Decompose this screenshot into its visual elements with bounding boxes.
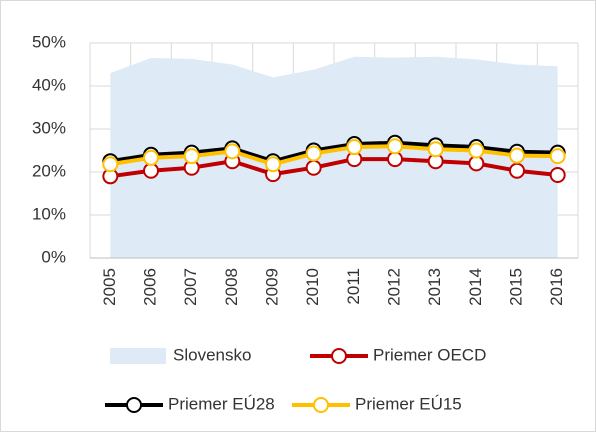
marker [183, 148, 200, 165]
marker [224, 143, 241, 160]
legend-label: Priemer EÚ28 [168, 394, 275, 413]
x-tick-label: 2006 [140, 268, 159, 306]
x-tick-label: 2016 [547, 268, 566, 306]
legend-swatch [110, 348, 166, 364]
x-tick-label: 2007 [181, 268, 200, 306]
marker [102, 156, 119, 173]
marker [468, 142, 485, 159]
marker [509, 162, 525, 179]
x-tick-label: 2010 [303, 268, 322, 306]
y-tick-label: 40% [32, 75, 66, 94]
legend-label: Slovensko [173, 345, 251, 364]
y-tick-label: 50% [32, 32, 66, 51]
marker [305, 159, 322, 176]
legend-label: Priemer EÚ15 [355, 394, 462, 413]
marker [387, 138, 403, 155]
marker [387, 151, 403, 168]
x-tick-label: 2011 [344, 268, 363, 305]
marker [143, 162, 159, 179]
marker [427, 141, 444, 158]
x-tick-label: 2015 [506, 268, 525, 306]
legend-marker [126, 397, 142, 413]
x-tick-label: 2008 [222, 268, 241, 306]
marker [346, 139, 363, 156]
y-tick-label: 20% [32, 161, 66, 180]
x-tick-label: 2014 [466, 268, 485, 306]
x-tick-label: 2009 [262, 268, 281, 306]
marker [143, 149, 159, 166]
x-tick-label: 2012 [384, 268, 403, 306]
marker [549, 167, 566, 184]
y-tick-label: 30% [32, 118, 66, 137]
marker [549, 148, 566, 165]
marker [305, 145, 322, 162]
legend-marker [331, 348, 347, 364]
x-tick-label: 2005 [100, 268, 119, 306]
legend-marker [313, 397, 329, 413]
legend-label: Priemer OECD [373, 345, 486, 364]
y-tick-label: 0% [41, 247, 66, 266]
area [110, 56, 558, 259]
y-tick-label: 10% [32, 204, 66, 223]
marker [509, 147, 525, 164]
marker [265, 156, 281, 173]
x-tick-label: 2013 [425, 268, 444, 306]
